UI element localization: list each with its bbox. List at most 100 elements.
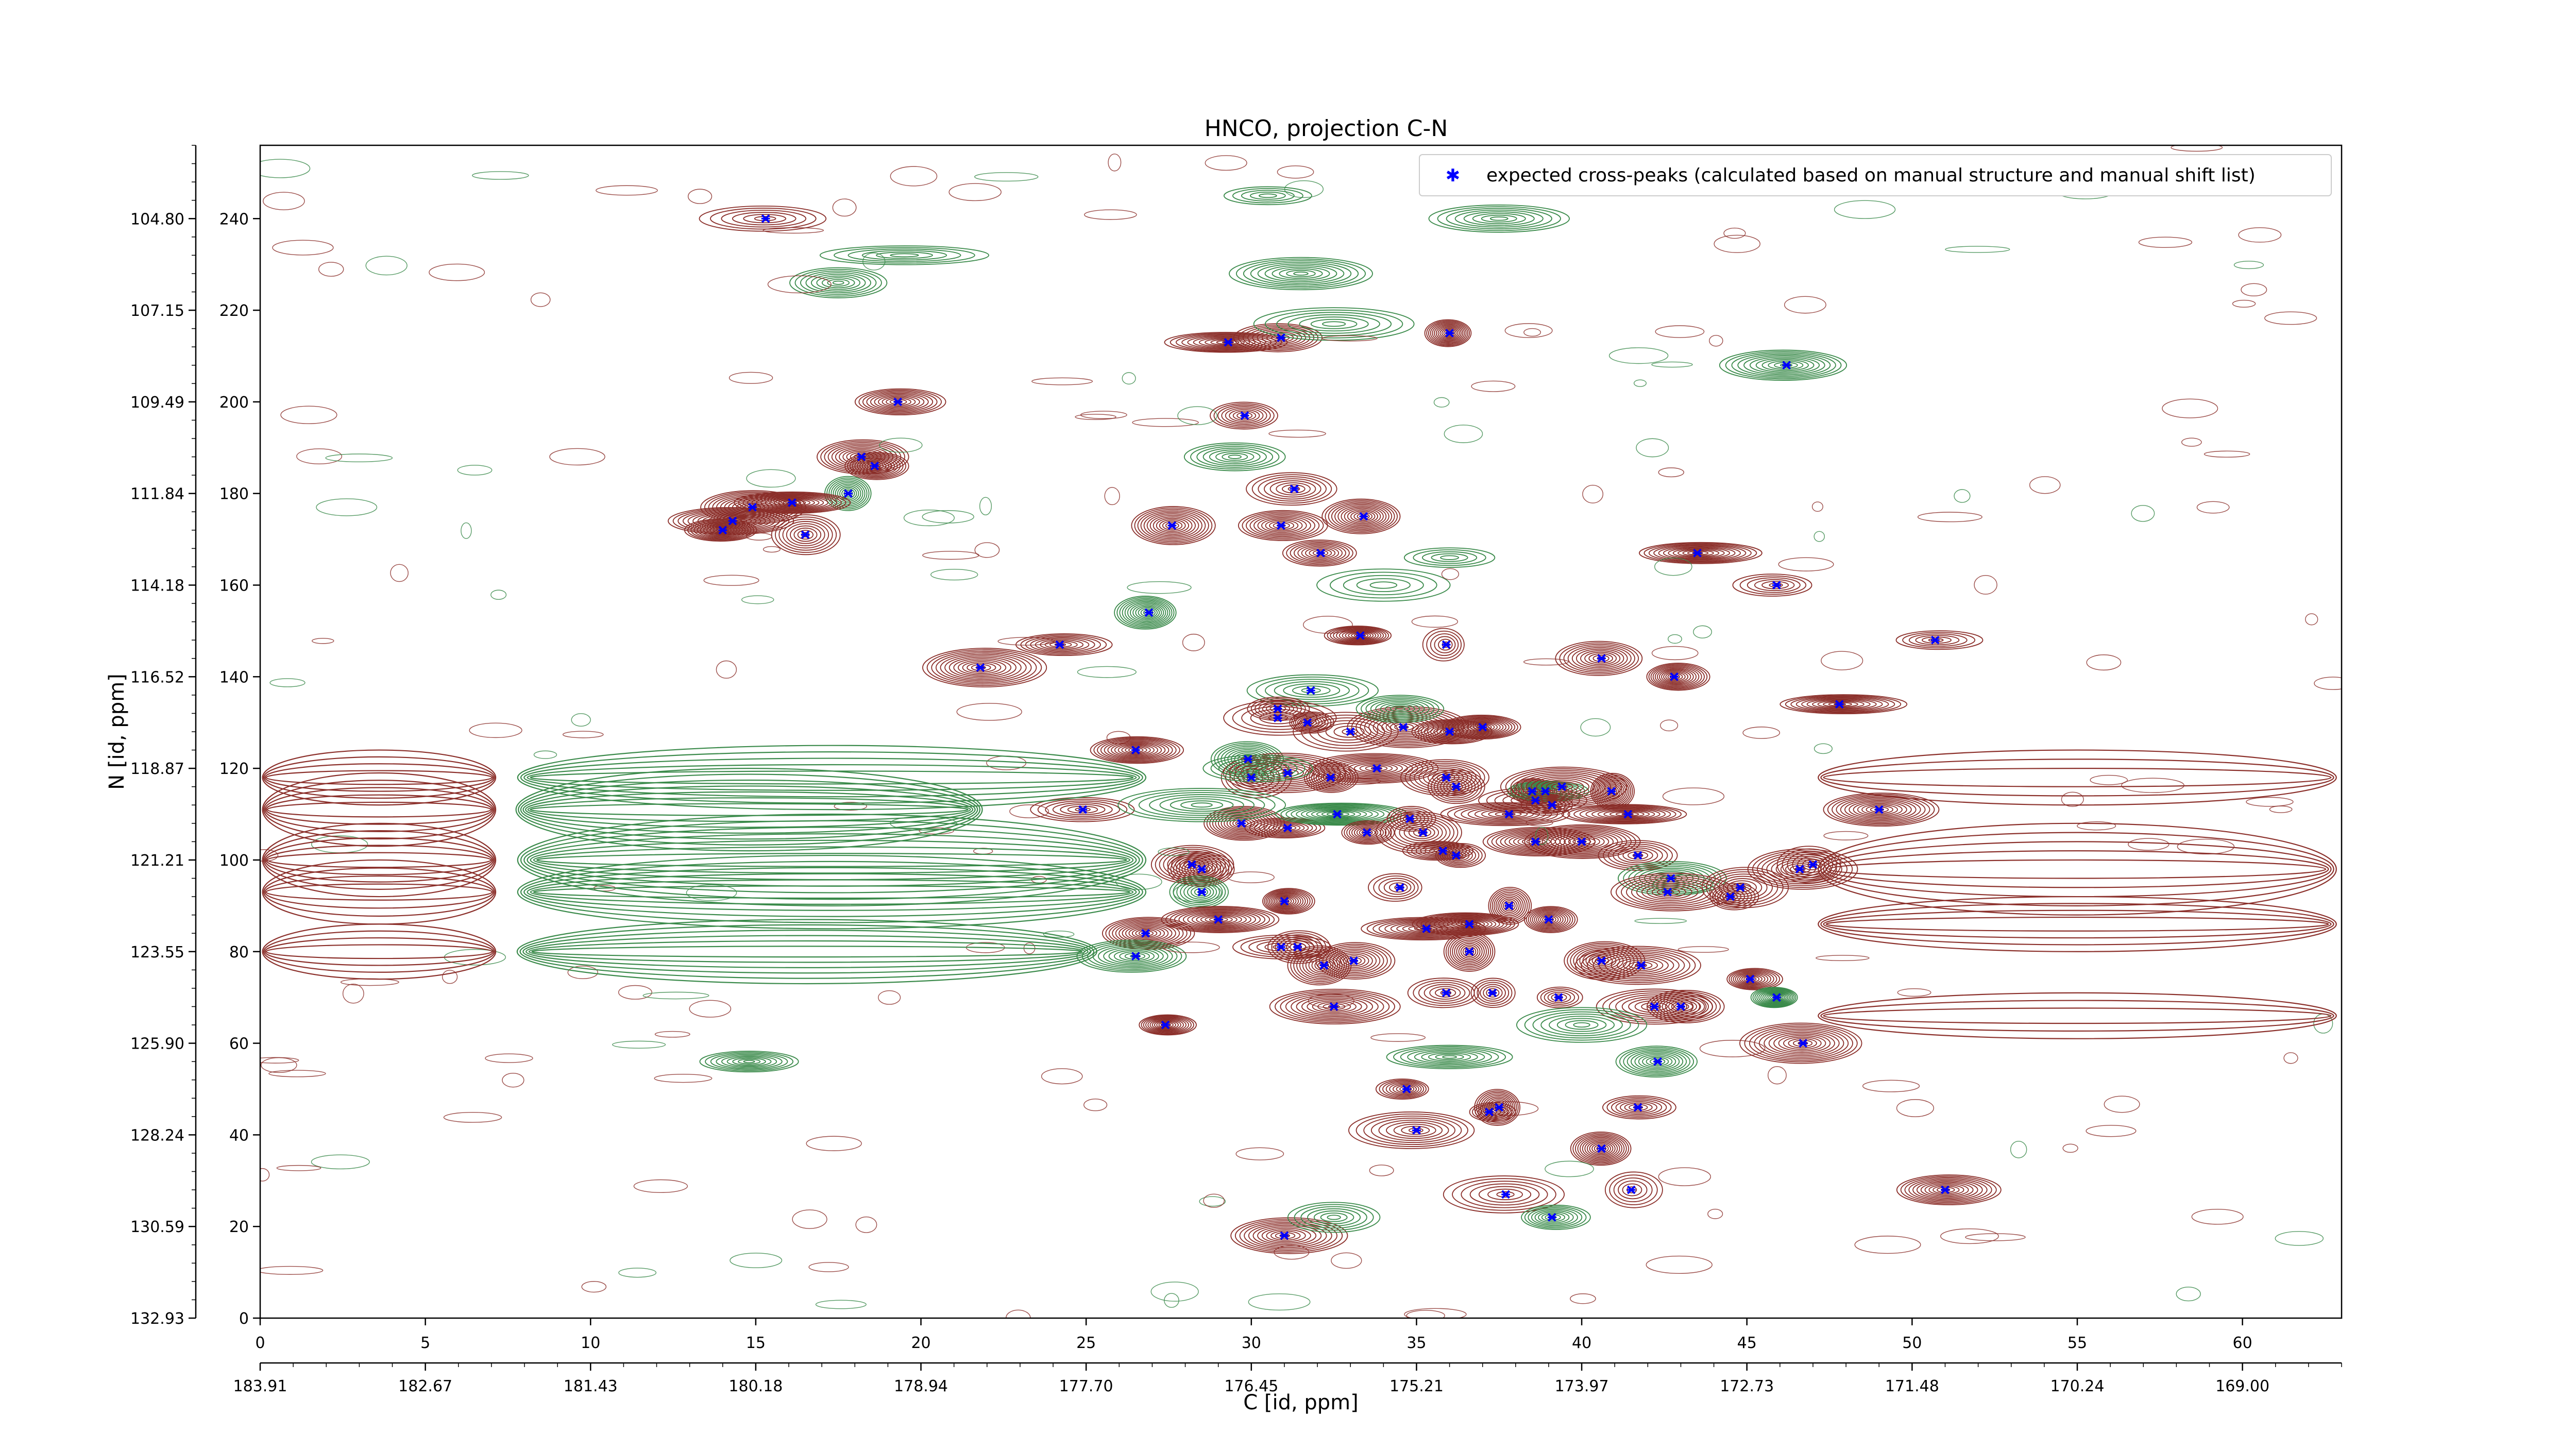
noise-contour: [260, 1266, 324, 1275]
x-ppm-tick-label: 170.24: [2050, 1377, 2104, 1395]
peak-contour: [1337, 505, 1387, 528]
expected-peak-marker: [1736, 883, 1745, 892]
peak-contour: [948, 656, 1016, 679]
peak-contour: [1176, 879, 1223, 905]
peak-contour: [1536, 986, 1583, 1008]
peak-contour: [953, 658, 1012, 677]
peak-contour: [700, 523, 743, 537]
noise-contour: [2283, 1052, 2298, 1064]
noise-contour: [1043, 930, 1075, 938]
peak-contour: [1075, 807, 1091, 812]
peak-contour: [1651, 886, 1686, 898]
expected-peak-marker: [1418, 828, 1428, 837]
band-contour: [1820, 832, 2334, 906]
peak-contour: [1131, 928, 1161, 939]
peak-contour: [1469, 723, 1495, 732]
x-tick-label: 40: [1572, 1334, 1591, 1352]
peak-contour: [859, 459, 892, 474]
peak-contour: [1752, 850, 1853, 888]
noise-contour: [741, 595, 774, 604]
peak-contour: [1434, 636, 1456, 653]
band-contour: [1828, 859, 2327, 879]
peak-contour: [1440, 990, 1452, 996]
negative-contour: [1472, 213, 1526, 225]
peak-contour: [1827, 794, 1935, 825]
expected-peak-marker: [1326, 773, 1335, 782]
peak-contour: [1301, 687, 1321, 694]
peak-contour: [1382, 1081, 1425, 1098]
peak-contour: [1754, 988, 1795, 1007]
peak-contour: [1292, 685, 1331, 696]
peak-contour: [1754, 579, 1795, 592]
peak-contour: [1275, 990, 1395, 1023]
band-contour: [265, 770, 493, 785]
peak-contour: [1278, 825, 1297, 831]
peak-contour: [1435, 325, 1462, 341]
peak-contour: [1146, 513, 1199, 538]
noise-contour: [1132, 418, 1199, 427]
peak-contour: [1273, 945, 1290, 950]
peak-contour: [1588, 653, 1613, 664]
peak-contour: [1591, 955, 1613, 966]
peak-contour: [1268, 891, 1306, 911]
peak-contour: [1476, 1090, 1519, 1124]
peak-contour: [1280, 991, 1390, 1022]
expected-peak-marker: [1277, 942, 1285, 952]
peak-contour: [1269, 705, 1286, 713]
peak-contour: [1823, 701, 1858, 707]
peak-contour: [1162, 520, 1183, 531]
peak-contour: [1441, 328, 1457, 338]
peak-contour: [1912, 1179, 1983, 1201]
negative-contour: [1117, 788, 1286, 822]
negative-contour: [1232, 188, 1303, 204]
noise-contour: [1084, 209, 1137, 220]
peak-contour: [1394, 723, 1414, 731]
peak-contour: [1584, 1139, 1618, 1158]
peak-contour: [1613, 1177, 1653, 1203]
peak-contour: [1081, 941, 1182, 971]
band-contour: [264, 787, 494, 832]
band-contour: [517, 813, 1147, 906]
peak-contour: [1361, 830, 1373, 836]
peak-contour: [1615, 1100, 1663, 1115]
x-tick-label: 15: [746, 1334, 766, 1352]
noise-contour: [730, 1253, 783, 1268]
peak-contour: [1330, 627, 1387, 644]
negative-contour: [1229, 257, 1373, 291]
peak-contour: [1768, 360, 1804, 370]
peak-contour: [1451, 920, 1485, 929]
noise-contour: [1723, 227, 1746, 239]
expected-peak-marker: [1547, 800, 1556, 810]
noise-contour: [1821, 651, 1863, 670]
noise-contour: [260, 1057, 299, 1064]
y-ppm-axis: 132.93 130.59 128.24 125.90 123.55 121.21 118.…: [130, 145, 196, 1328]
peak-contour: [1572, 1133, 1630, 1165]
negative-contour: [1226, 760, 1290, 777]
peak-contour: [1246, 472, 1337, 506]
negative-contour: [1440, 555, 1460, 560]
peak-contour: [931, 650, 1037, 685]
band-contour: [523, 867, 1140, 917]
peak-contour: [1490, 888, 1530, 923]
peak-contour: [1164, 332, 1288, 353]
peak-contour: [1500, 832, 1576, 852]
peak-contour: [1443, 931, 1496, 972]
peak-contour: [1806, 698, 1877, 710]
expected-peak-marker: [1280, 1231, 1289, 1240]
peak-contour: [1732, 574, 1812, 597]
noise-contour: [1504, 323, 1553, 338]
expected-peak-marker: [1495, 1103, 1504, 1112]
peak-contour: [940, 653, 1027, 682]
peak-contour: [1531, 1208, 1578, 1226]
peak-contour: [709, 526, 735, 534]
peak-contour: [1289, 711, 1335, 734]
peak-contour: [1138, 607, 1158, 618]
x-ppm-tick-label: 178.94: [894, 1377, 948, 1395]
peak-contour: [1262, 888, 1315, 915]
peak-contour: [1668, 1000, 1697, 1013]
peak-contour: [1324, 626, 1392, 646]
peak-contour: [1556, 784, 1568, 789]
peak-contour: [1561, 804, 1687, 824]
negative-contour: [1463, 211, 1535, 226]
peak-contour: [1380, 813, 1459, 852]
